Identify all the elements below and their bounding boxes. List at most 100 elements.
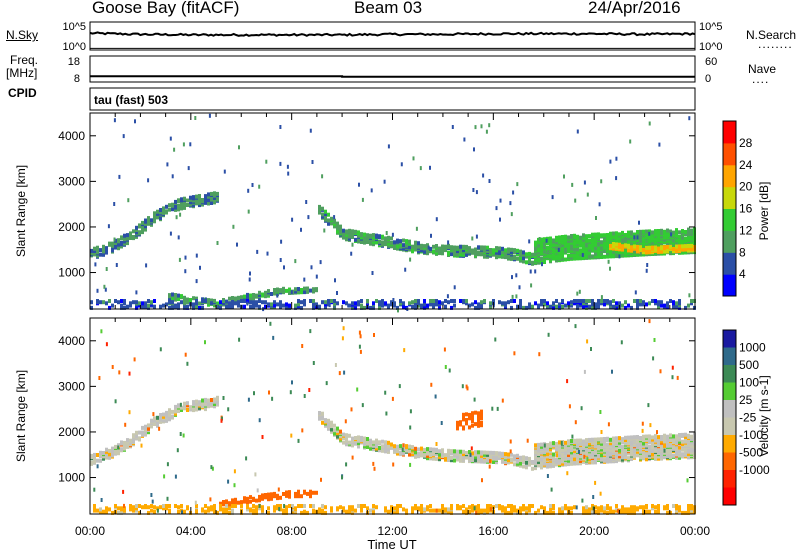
power-cell: [150, 218, 153, 223]
power-cell: [327, 212, 330, 217]
velocity-cell: [678, 439, 681, 444]
velocity-cell: [246, 496, 249, 501]
power-cell: [324, 209, 327, 214]
power-cell: [507, 255, 510, 260]
velocity-cell: [606, 504, 609, 508]
power-cell: [660, 245, 663, 250]
power-cell: [381, 299, 384, 303]
velocity-cell: [100, 498, 103, 502]
power-cell: [432, 244, 435, 249]
power-cell: [474, 305, 477, 310]
power-cell: [303, 290, 306, 295]
power-cell: [201, 202, 204, 207]
power-cell: [312, 305, 315, 310]
power-cell: [231, 304, 234, 309]
velocity-cell: [549, 447, 552, 452]
y-tick-label: 1000: [58, 471, 85, 485]
freq-panel-frame: [89, 55, 696, 83]
power-cell: [246, 292, 249, 297]
velocity-cell: [420, 509, 423, 514]
power-cell: [591, 247, 594, 252]
noise-right-tick-label: 10^5: [699, 21, 723, 33]
power-cell: [258, 290, 261, 295]
power-cell: [681, 239, 684, 244]
velocity-cell: [684, 510, 687, 515]
velocity-cell: [459, 449, 462, 454]
velocity-cell: [147, 510, 150, 515]
power-cell: [183, 305, 186, 310]
power-cell: [583, 180, 586, 185]
velocity-cell: [621, 457, 624, 462]
power-cell: [515, 294, 518, 299]
power-cell: [297, 302, 300, 307]
power-cell: [486, 254, 489, 259]
velocity-cell: [375, 443, 378, 448]
velocity-cell: [372, 504, 375, 508]
power-cell: [252, 304, 255, 309]
velocity-cell: [318, 411, 321, 415]
velocity-cell: [195, 407, 198, 412]
power-cell: [129, 301, 132, 306]
velocity-cell: [300, 510, 303, 515]
velocity-cell: [570, 439, 573, 443]
velocity-cell: [396, 444, 399, 449]
velocity-cell: [209, 497, 212, 502]
power-cell: [350, 251, 353, 256]
power-cell: [90, 300, 93, 305]
velocity-cell: [671, 375, 674, 380]
velocity-cell: [126, 438, 129, 443]
velocity-cell: [312, 504, 315, 508]
power-colorbar-swatch: [723, 274, 736, 297]
velocity-cell: [558, 510, 561, 515]
velocity-cell: [111, 365, 114, 369]
power-cell: [414, 247, 417, 252]
velocity-cell: [345, 435, 348, 440]
power-cell: [213, 299, 216, 303]
power-cell: [543, 237, 546, 242]
power-cell: [642, 300, 645, 305]
power-cell: [660, 300, 663, 305]
power-cell: [651, 245, 654, 250]
velocity-cell: [285, 505, 288, 510]
velocity-cell: [186, 505, 189, 510]
velocity-cell: [408, 444, 411, 449]
power-cell: [509, 201, 512, 206]
velocity-cell: [474, 454, 477, 459]
velocity-cell: [663, 448, 666, 453]
power-cell: [528, 302, 531, 307]
power-cell: [363, 305, 366, 310]
velocity-cell: [399, 451, 402, 455]
power-cell: [258, 304, 261, 309]
velocity-cell: [345, 462, 348, 467]
power-cell: [336, 301, 339, 306]
velocity-cell: [192, 402, 195, 407]
velocity-cell: [642, 510, 645, 515]
velocity-cell: [660, 450, 663, 455]
power-cell: [472, 188, 475, 192]
velocity-cell: [174, 404, 177, 409]
velocity-cell: [555, 447, 558, 452]
power-cell: [113, 237, 116, 242]
power-cell: [528, 256, 531, 261]
velocity-cell: [213, 508, 216, 513]
velocity-cell: [481, 478, 483, 483]
power-cell: [348, 236, 351, 241]
velocity-cell: [459, 505, 462, 510]
power-cell: [489, 304, 492, 309]
power-cell: [639, 252, 642, 257]
power-cell: [579, 235, 582, 240]
velocity-cell: [471, 411, 474, 416]
nsky-label: N.Sky: [6, 28, 39, 42]
velocity-cell: [475, 510, 478, 515]
velocity-cell: [567, 450, 570, 455]
velocity-cell: [642, 434, 645, 439]
velocity-cell: [423, 453, 426, 458]
power-cell: [126, 233, 129, 238]
power-cell: [270, 302, 273, 307]
power-cell: [144, 301, 147, 306]
power-cell: [621, 303, 624, 308]
power-cell: [270, 292, 273, 296]
velocity-cell: [417, 506, 420, 511]
power-cell: [297, 299, 300, 303]
velocity-cell: [360, 435, 363, 440]
